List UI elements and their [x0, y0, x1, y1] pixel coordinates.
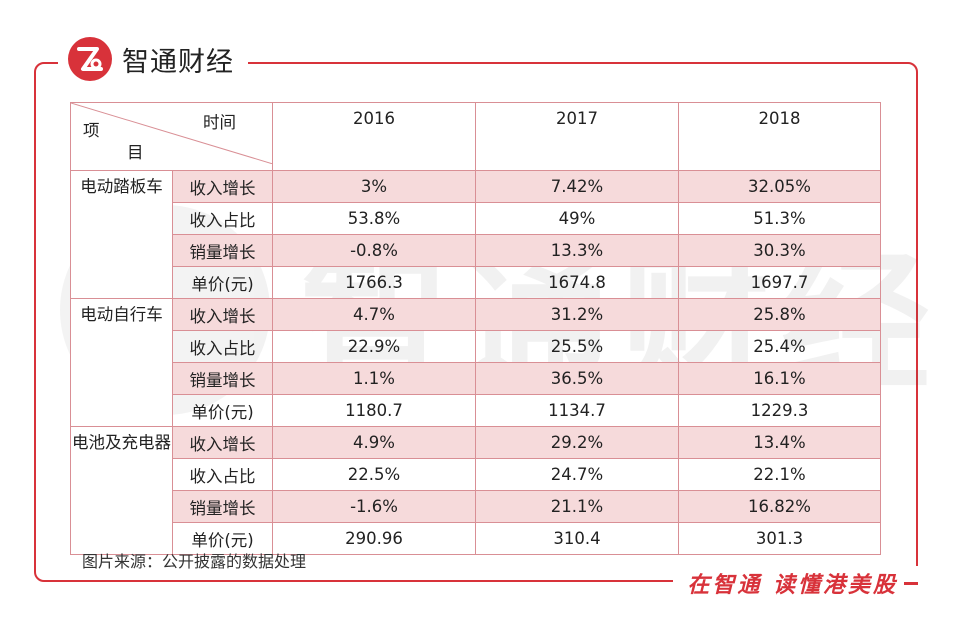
table-row: 单价(元) 1180.7 1134.7 1229.3 [71, 394, 881, 427]
value-cell: 22.1% [678, 458, 881, 491]
metric-cell: 单价(元) [172, 522, 273, 555]
value-cell: 1766.3 [272, 266, 476, 299]
table-row: 收入占比 53.8% 49% 51.3% [71, 202, 881, 235]
metric-cell: 单价(元) [172, 394, 273, 427]
category-cell: 电动自行车 [70, 298, 173, 427]
slogan-banner: 在智通 读懂港美股 [673, 566, 926, 600]
value-cell: 301.3 [678, 522, 881, 555]
metric-cell: 单价(元) [172, 266, 273, 299]
header-item-label-2: 目 [127, 143, 144, 162]
table-row: 销量增长 -1.6% 21.1% 16.82% [71, 490, 881, 523]
value-cell: 29.2% [475, 426, 679, 459]
table-row: 收入占比 22.5% 24.7% 22.1% [71, 458, 881, 491]
value-cell: 25.4% [678, 330, 881, 363]
value-cell: 51.3% [678, 202, 881, 235]
table-row: 电池及充电器 收入增长 4.9% 29.2% 13.4% [70, 426, 881, 555]
category-cell: 电池及充电器 [70, 426, 173, 555]
value-cell: 1180.7 [272, 394, 476, 427]
value-cell: 31.2% [475, 298, 679, 331]
value-cell: 1134.7 [475, 394, 679, 427]
value-cell: 1674.8 [475, 266, 679, 299]
value-cell: 22.5% [272, 458, 476, 491]
data-table: 时间 项 目 2016 2017 2018 电动踏板车 收入增长 3% 7.42% 32… [70, 102, 881, 555]
value-cell: 3% [272, 170, 476, 203]
table-row: 销量增长 1.1% 36.5% 16.1% [71, 362, 881, 395]
value-cell: 7.42% [475, 170, 679, 203]
category-cell: 电动踏板车 [70, 170, 173, 299]
year-header-2018: 2018 [678, 102, 881, 171]
diagonal-header-cell: 时间 项 目 [70, 102, 273, 171]
zhitong-logo-icon [68, 37, 112, 81]
year-header-2016: 2016 [272, 102, 476, 171]
table-row: 销量增长 -0.8% 13.3% 30.3% [71, 234, 881, 267]
metric-cell: 收入占比 [172, 202, 273, 235]
value-cell: 1697.7 [678, 266, 881, 299]
table-row: 电动自行车 收入增长 4.7% 31.2% 25.8% [70, 298, 881, 427]
value-cell: 13.3% [475, 234, 679, 267]
value-cell: 25.5% [475, 330, 679, 363]
value-cell: 4.9% [272, 426, 476, 459]
metric-cell: 销量增长 [172, 234, 273, 267]
diagonal-line [71, 103, 273, 164]
value-cell: 310.4 [475, 522, 679, 555]
value-cell: 25.8% [678, 298, 881, 331]
metric-cell: 销量增长 [172, 362, 273, 395]
value-cell: 36.5% [475, 362, 679, 395]
value-cell: -1.6% [272, 490, 476, 523]
value-cell: 22.9% [272, 330, 476, 363]
table-row: 单价(元) 290.96 310.4 301.3 [71, 522, 881, 555]
metric-cell: 收入增长 [172, 170, 273, 203]
metric-cell: 收入占比 [172, 458, 273, 491]
header-time-label: 时间 [203, 113, 236, 132]
table-header-row: 时间 项 目 2016 2017 2018 [70, 102, 881, 171]
value-cell: 16.1% [678, 362, 881, 395]
value-cell: 1229.3 [678, 394, 881, 427]
source-note: 图片来源：公开披露的数据处理 [82, 552, 307, 571]
metric-cell: 销量增长 [172, 490, 273, 523]
value-cell: 21.1% [475, 490, 679, 523]
value-cell: 49% [475, 202, 679, 235]
slogan-text: 在智通 读懂港美股 [687, 573, 898, 598]
brand-header: 智通财经 [58, 34, 248, 84]
value-cell: 30.3% [678, 234, 881, 267]
value-cell: 32.05% [678, 170, 881, 203]
value-cell: 4.7% [272, 298, 476, 331]
content-frame [34, 62, 918, 582]
metric-cell: 收入增长 [172, 426, 273, 459]
value-cell: 53.8% [272, 202, 476, 235]
metric-cell: 收入增长 [172, 298, 273, 331]
value-cell: 24.7% [475, 458, 679, 491]
brand-name: 智通财经 [122, 46, 234, 78]
table-row: 收入占比 22.9% 25.5% 25.4% [71, 330, 881, 363]
slogan-dash [904, 581, 918, 585]
year-header-2017: 2017 [475, 102, 679, 171]
table-row: 电动踏板车 收入增长 3% 7.42% 32.05% [70, 170, 881, 299]
table-row: 单价(元) 1766.3 1674.8 1697.7 [71, 266, 881, 299]
metric-cell: 收入占比 [172, 330, 273, 363]
value-cell: 13.4% [678, 426, 881, 459]
value-cell: 1.1% [272, 362, 476, 395]
value-cell: 16.82% [678, 490, 881, 523]
value-cell: -0.8% [272, 234, 476, 267]
header-item-label: 项 [83, 121, 100, 140]
